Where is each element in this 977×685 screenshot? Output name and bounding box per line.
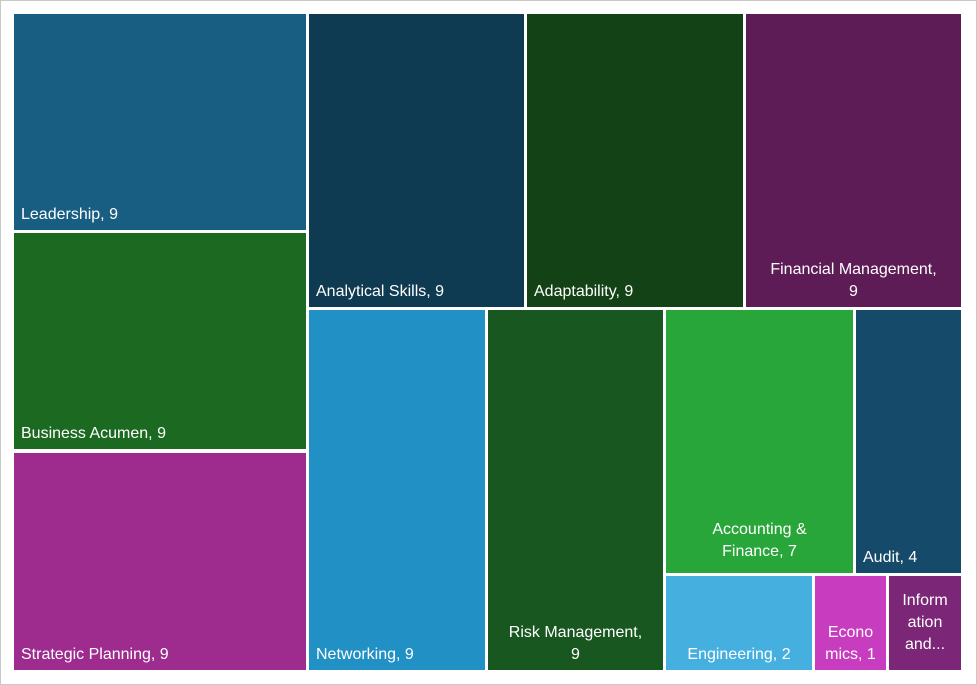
tile-label: Analytical Skills, 9	[316, 283, 445, 300]
tile-analytical-skills: Analytical Skills, 9	[309, 14, 524, 307]
tile-label: Inform ation and...	[902, 592, 948, 653]
tile-label: Engineering, 2	[687, 646, 791, 663]
tile-accounting-finance: Accounting & Finance, 7	[666, 310, 853, 573]
tile-label: Leadership, 9	[21, 206, 118, 223]
tile-adaptability: Adaptability, 9	[527, 14, 743, 307]
tile-information-and: Inform ation and...	[889, 576, 961, 670]
tile-label: Econo mics, 1	[825, 624, 876, 663]
tile-networking: Networking, 9	[309, 310, 485, 670]
tile-label: Risk Management, 9	[508, 624, 643, 663]
tile-strategic-planning: Strategic Planning, 9	[14, 453, 306, 670]
tile-label: Strategic Planning, 9	[21, 646, 169, 663]
tile-label: Accounting & Finance, 7	[712, 521, 807, 560]
tile-financial-management: Financial Management, 9	[746, 14, 961, 307]
tile-business-acumen: Business Acumen, 9	[14, 233, 306, 449]
tile-audit: Audit, 4	[856, 310, 961, 573]
tile-leadership: Leadership, 9	[14, 14, 306, 230]
tile-label: Networking, 9	[316, 646, 414, 663]
tile-label: Adaptability, 9	[534, 283, 634, 300]
tile-economics: Econo mics, 1	[815, 576, 886, 670]
tile-risk-management: Risk Management, 9	[488, 310, 663, 670]
tile-label: Audit, 4	[863, 549, 918, 566]
tile-engineering: Engineering, 2	[666, 576, 812, 670]
tile-label: Financial Management, 9	[770, 261, 937, 300]
tile-label: Business Acumen, 9	[21, 425, 166, 442]
